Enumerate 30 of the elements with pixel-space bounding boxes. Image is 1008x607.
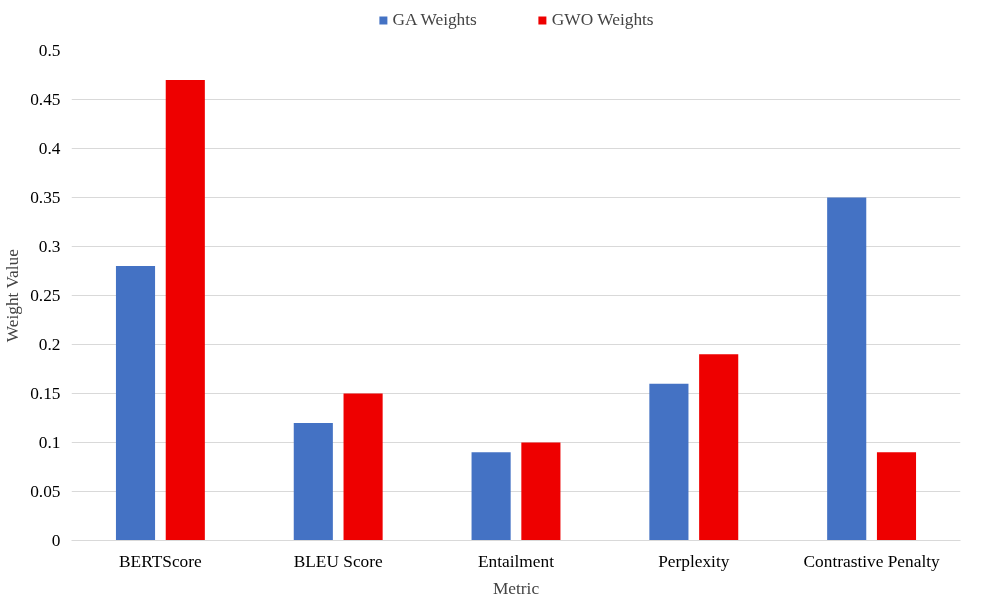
y-tick-label: 0.05 — [30, 482, 61, 501]
legend-label: GWO Weights — [551, 10, 654, 30]
y-tick-label: 0.45 — [30, 90, 61, 109]
y-tick-label: 0.15 — [30, 384, 61, 403]
bar — [876, 452, 917, 541]
bar — [293, 422, 333, 541]
bar — [699, 354, 739, 541]
y-tick-label: 0.35 — [30, 188, 61, 207]
x-tick-label: BERTScore — [119, 551, 203, 571]
y-tick-label: 0.2 — [38, 335, 61, 354]
x-tick-label: Entailment — [477, 551, 555, 571]
x-axis-title: Metric — [492, 578, 540, 598]
bar — [343, 393, 383, 541]
x-tick-label: Contrastive Penalty — [803, 551, 941, 571]
legend-label: GA Weights — [392, 10, 477, 30]
y-tick-label: 0.4 — [38, 139, 61, 158]
bar — [827, 197, 867, 541]
bar — [521, 442, 561, 541]
y-tick-label: 0.5 — [38, 41, 61, 60]
x-tick-label: BLEU Score — [293, 551, 384, 571]
bar — [471, 452, 511, 541]
y-tick-label: 0.1 — [38, 433, 61, 452]
x-tick-label: Perplexity — [658, 551, 730, 571]
bar — [115, 266, 156, 541]
y-tick-label: 0 — [51, 531, 61, 550]
y-tick-label: 0.3 — [38, 237, 61, 256]
bar — [165, 79, 205, 541]
y-axis-title: Weight Value — [3, 248, 23, 343]
y-tick-label: 0.25 — [30, 286, 61, 305]
bar — [649, 383, 689, 541]
